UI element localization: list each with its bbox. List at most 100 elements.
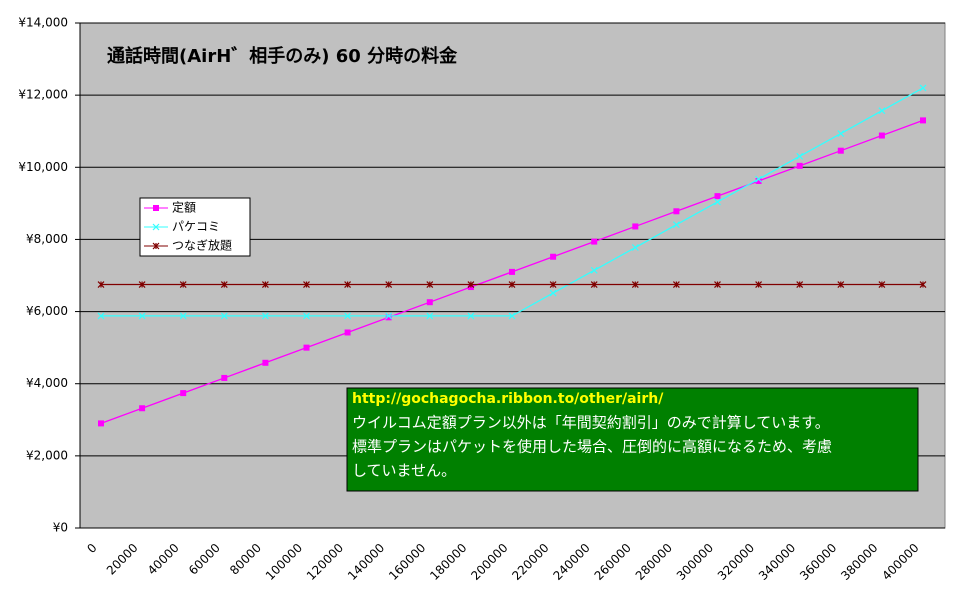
marker [631, 281, 639, 288]
y-tick-label: ¥12,000 [18, 88, 68, 102]
marker [344, 329, 351, 336]
marker [549, 281, 557, 288]
marker [220, 281, 228, 288]
annotation-line: していません。 [352, 462, 456, 480]
marker [221, 374, 228, 381]
marker [919, 84, 927, 92]
x-tick-label: 280000 [633, 541, 675, 583]
x-tick-label: 0 [84, 541, 99, 556]
x-tick-label: 160000 [386, 541, 428, 583]
marker [426, 299, 433, 306]
marker [385, 312, 393, 320]
y-tick-label: ¥2,000 [26, 448, 68, 462]
marker [837, 147, 844, 154]
marker [672, 281, 680, 288]
marker [261, 312, 269, 320]
annotation-link: http://gochagocha.ribbon.to/other/airh/ [352, 391, 664, 407]
marker [590, 266, 598, 274]
x-tick-label: 200000 [468, 541, 510, 583]
marker [755, 175, 763, 183]
marker [714, 193, 721, 200]
marker [426, 281, 434, 288]
marker [385, 314, 392, 321]
y-tick-label: ¥14,000 [18, 16, 68, 30]
marker [672, 221, 680, 229]
marker [152, 242, 160, 250]
legend-label: パケコミ [172, 220, 220, 234]
marker [755, 177, 762, 184]
y-tick-label: ¥10,000 [18, 160, 68, 174]
marker [509, 268, 515, 275]
marker [303, 281, 310, 288]
marker [303, 344, 310, 351]
chart-title: 通話時間(AirH゛相手のみ) 60 分時の料金 [107, 45, 458, 67]
legend-label: つなぎ放題 [172, 238, 232, 253]
x-tick-label: 320000 [715, 541, 757, 583]
marker [508, 312, 516, 320]
y-tick-label: ¥6,000 [26, 304, 68, 318]
x-tick-label: 120000 [304, 541, 346, 583]
marker [220, 312, 228, 320]
marker [796, 152, 804, 160]
x-tick-label: 260000 [592, 541, 634, 583]
marker [920, 117, 926, 124]
marker [796, 281, 804, 288]
y-tick-label: ¥8,000 [26, 232, 68, 246]
marker [714, 281, 721, 288]
marker [796, 162, 803, 169]
marker [755, 281, 763, 288]
x-tick-label: 180000 [427, 541, 469, 583]
marker [837, 130, 845, 137]
annotation-line: 標準プランはパケットを使用した場合、圧倒的に高額になるため、考慮 [352, 438, 832, 456]
marker [549, 289, 557, 297]
marker [138, 281, 146, 288]
annotation: http://gochagocha.ribbon.to/other/airh/ … [346, 387, 919, 492]
marker [467, 312, 475, 320]
marker [919, 281, 927, 288]
marker [508, 281, 516, 288]
marker [98, 420, 104, 427]
marker [878, 281, 886, 288]
marker [97, 281, 105, 288]
legend-label: 定額 [172, 200, 196, 215]
marker [591, 238, 598, 245]
marker [152, 223, 160, 231]
marker [139, 405, 146, 412]
x-tick-label: 220000 [509, 541, 551, 583]
marker [837, 281, 845, 288]
x-tick-label: 400000 [879, 541, 921, 583]
x-tick-label: 240000 [551, 541, 593, 583]
x-tick-label: 20000 [104, 541, 141, 578]
marker [179, 281, 187, 288]
marker [344, 281, 352, 288]
marker [261, 281, 269, 288]
marker [179, 312, 187, 320]
annotation-box [346, 387, 919, 492]
x-tick-label: 80000 [227, 541, 264, 578]
marker [467, 281, 475, 288]
x-tick-label: 140000 [345, 541, 387, 583]
marker [344, 312, 352, 320]
marker [303, 312, 310, 320]
x-tick-label: 40000 [145, 541, 182, 578]
marker [632, 223, 639, 230]
marker [97, 312, 105, 320]
x-tick-label: 340000 [756, 541, 798, 583]
marker [550, 253, 557, 260]
marker [153, 205, 159, 211]
x-tick-label: 60000 [186, 541, 223, 578]
marker [262, 359, 269, 366]
x-tick-label: 360000 [797, 541, 839, 583]
marker [138, 312, 146, 320]
marker [631, 244, 639, 251]
annotation-line: ウイルコム定額プラン以外は「年間契約割引」のみで計算しています。 [352, 414, 830, 432]
marker [714, 198, 721, 206]
x-tick-label: 100000 [263, 541, 305, 583]
y-tick-label: ¥4,000 [26, 376, 68, 390]
x-tick-label: 300000 [674, 541, 716, 583]
marker [673, 208, 680, 215]
x-tick-label: 380000 [838, 541, 880, 583]
marker [385, 281, 393, 288]
